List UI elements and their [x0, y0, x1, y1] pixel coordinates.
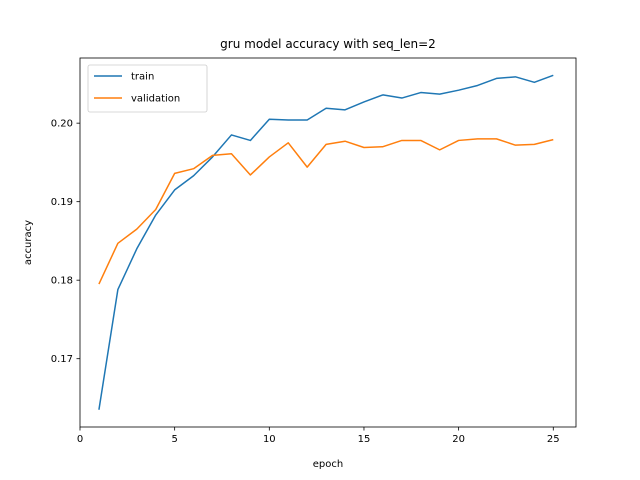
x-tick-label: 15 — [358, 434, 371, 445]
series-line-train — [98, 74, 554, 410]
x-tick-label: 0 — [77, 434, 83, 445]
plot-frame — [79, 57, 577, 428]
y-tick-label: 0.18 — [51, 276, 73, 287]
x-tick-label: 25 — [547, 434, 560, 445]
chart-title: gru model accuracy with seq_len=2 — [220, 37, 436, 51]
y-axis-label: accuracy — [23, 220, 34, 265]
x-tick-label: 5 — [171, 434, 177, 445]
legend-label-train: train — [131, 72, 154, 83]
y-axis: 0.17 0.18 0.19 0.20 — [51, 119, 80, 365]
series-line-validation — [98, 138, 554, 285]
y-tick-label: 0.19 — [51, 197, 73, 208]
y-tick-label: 0.20 — [51, 119, 73, 130]
legend-label-validation: validation — [131, 94, 180, 105]
x-tick-label: 10 — [263, 434, 276, 445]
plot-area — [98, 74, 554, 410]
x-tick-label: 20 — [452, 434, 465, 445]
y-tick-label: 0.17 — [51, 354, 73, 365]
legend: train validation — [87, 64, 208, 113]
x-axis-label: epoch — [313, 459, 343, 470]
x-axis: 0 5 10 15 20 25 — [77, 427, 560, 445]
